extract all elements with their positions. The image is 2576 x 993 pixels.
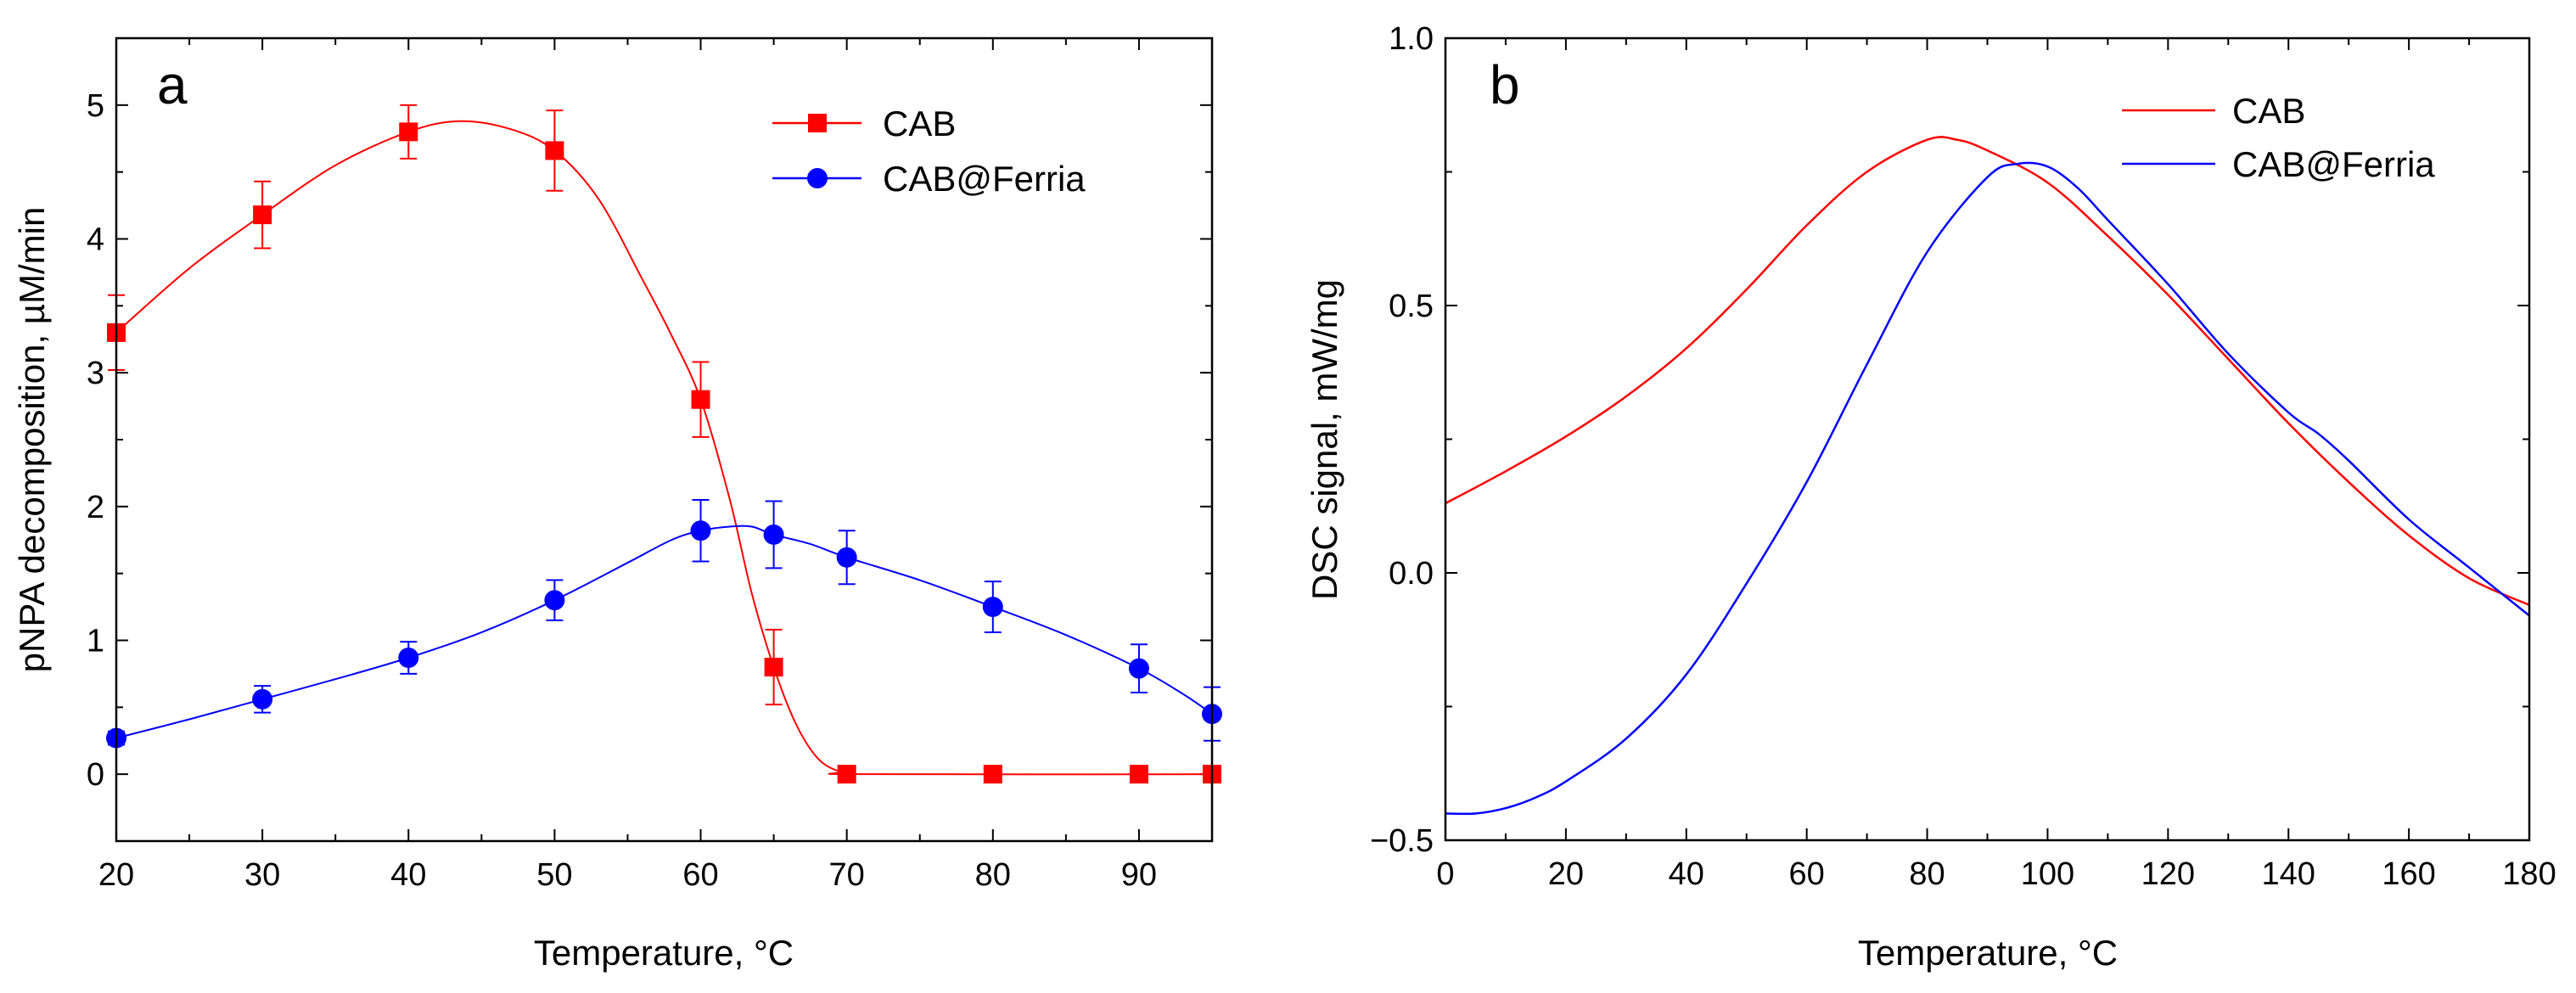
panel-b-x-tick-label: 60 bbox=[1789, 856, 1825, 892]
data-point-cab bbox=[691, 390, 710, 409]
dsc-line-cab-ferria bbox=[1445, 161, 2530, 816]
panel-a-x-tick-label: 90 bbox=[1121, 857, 1157, 893]
panel-b-x-tick-label: 180 bbox=[2502, 856, 2556, 892]
panel-b-x-tick-label: 120 bbox=[2141, 856, 2195, 892]
panel-b-legend: CAB CAB@Ferria bbox=[2122, 91, 2435, 184]
panel-b: 0 20 40 60 80 100 120 140 160 180−0.50.00.51.0 b … bbox=[1305, 21, 2556, 973]
panel-a-x-tick-label: 30 bbox=[244, 857, 280, 893]
data-point-cab-ferria bbox=[836, 547, 857, 568]
series-cab-ferria-fit-line bbox=[115, 525, 1213, 739]
panel-b-x-tick-label: 40 bbox=[1669, 856, 1704, 892]
data-point-cab bbox=[764, 658, 783, 677]
panel-a-y-tick-label: 3 bbox=[87, 356, 104, 391]
panel-a-x-tick-label: 60 bbox=[682, 857, 718, 893]
data-point-cab-ferria bbox=[763, 524, 784, 545]
legend-marker-cab-ferria bbox=[807, 168, 828, 188]
panel-a-y-axis-title: pNPA decomposition, µM/min bbox=[12, 207, 52, 673]
panel-b-letter: b bbox=[1490, 54, 1520, 115]
panel-b-y-axis-title: DSC signal, mW/mg bbox=[1305, 279, 1344, 600]
data-point-cab bbox=[545, 141, 564, 160]
dsc-line-cab bbox=[1445, 136, 2530, 606]
panel-a-x-axis-title: Temperature, °C bbox=[534, 933, 794, 973]
data-point-cab-ferria bbox=[690, 520, 711, 541]
panel-a-plot-frame bbox=[115, 36, 1214, 843]
panel-a-x-tick-label: 40 bbox=[390, 857, 426, 893]
data-point-cab bbox=[1129, 765, 1148, 784]
data-point-cab bbox=[837, 765, 856, 784]
panel-b-x-tick-label: 20 bbox=[1548, 856, 1584, 892]
legend-label-cab-ferria-dsc: CAB@Ferria bbox=[2232, 144, 2435, 184]
data-point-cab-ferria bbox=[252, 688, 273, 710]
panel-a-x-tick-label: 20 bbox=[98, 857, 134, 893]
panel-b-x-tick-label: 140 bbox=[2262, 856, 2315, 892]
panel-a-ticks: 20 30 40 50 60 70 80 90 0 1 2 3 4 5 bbox=[87, 38, 1212, 893]
legend-label-cab: CAB bbox=[883, 104, 956, 143]
panel-a: 20 30 40 50 60 70 80 90 0 1 2 3 4 5 a Temperature, °C… bbox=[12, 36, 1222, 973]
panel-b-plot-frame bbox=[1444, 36, 2531, 842]
panel-a-y-tick-label: 5 bbox=[87, 88, 104, 124]
legend-marker-cab bbox=[808, 114, 827, 132]
data-point-cab-ferria bbox=[544, 590, 565, 611]
panel-b-y-tick-label: −0.5 bbox=[1370, 823, 1434, 859]
data-point-cab-ferria bbox=[982, 597, 1003, 618]
panel-b-x-tick-label: 100 bbox=[2021, 856, 2074, 892]
panel-a-y-tick-label: 2 bbox=[87, 490, 104, 525]
series-cab-fit-line bbox=[115, 120, 1213, 776]
panel-a-y-tick-label: 1 bbox=[87, 624, 104, 659]
panel-b-y-tick-label: 1.0 bbox=[1389, 21, 1434, 57]
panel-b-y-tick-label: 0.5 bbox=[1389, 289, 1434, 324]
panel-a-x-tick-label: 80 bbox=[975, 857, 1011, 893]
panel-b-x-tick-label: 160 bbox=[2382, 856, 2435, 892]
panel-b-series bbox=[1445, 136, 2530, 816]
panel-a-legend: CAB CAB@Ferria bbox=[772, 104, 1086, 199]
panel-b-x-axis-title: Temperature, °C bbox=[1858, 933, 2118, 973]
panel-a-series bbox=[106, 104, 1222, 784]
data-point-cab-ferria bbox=[1128, 658, 1149, 679]
panel-a-letter: a bbox=[157, 54, 188, 115]
data-point-cab-ferria bbox=[398, 647, 419, 668]
data-point-cab bbox=[399, 122, 418, 142]
legend-label-cab-dsc: CAB bbox=[2232, 91, 2305, 131]
panel-a-y-tick-label: 4 bbox=[87, 222, 104, 258]
panel-b-x-tick-label: 0 bbox=[1436, 856, 1454, 892]
panel-b-ticks: 0 20 40 60 80 100 120 140 160 180 −0.5 0.0 0.5 1.0 bbox=[1370, 21, 2556, 892]
legend-label-cab-ferria: CAB@Ferria bbox=[883, 159, 1086, 199]
data-point-cab bbox=[253, 205, 272, 225]
panel-a-x-tick-label: 70 bbox=[829, 857, 865, 893]
panel-b-x-tick-label: 80 bbox=[1909, 856, 1945, 892]
panel-a-y-tick-label: 0 bbox=[87, 757, 104, 793]
data-point-cab bbox=[983, 765, 1002, 784]
panel-a-x-tick-label: 50 bbox=[536, 857, 572, 893]
panel-b-y-tick-label: 0.0 bbox=[1389, 556, 1434, 592]
